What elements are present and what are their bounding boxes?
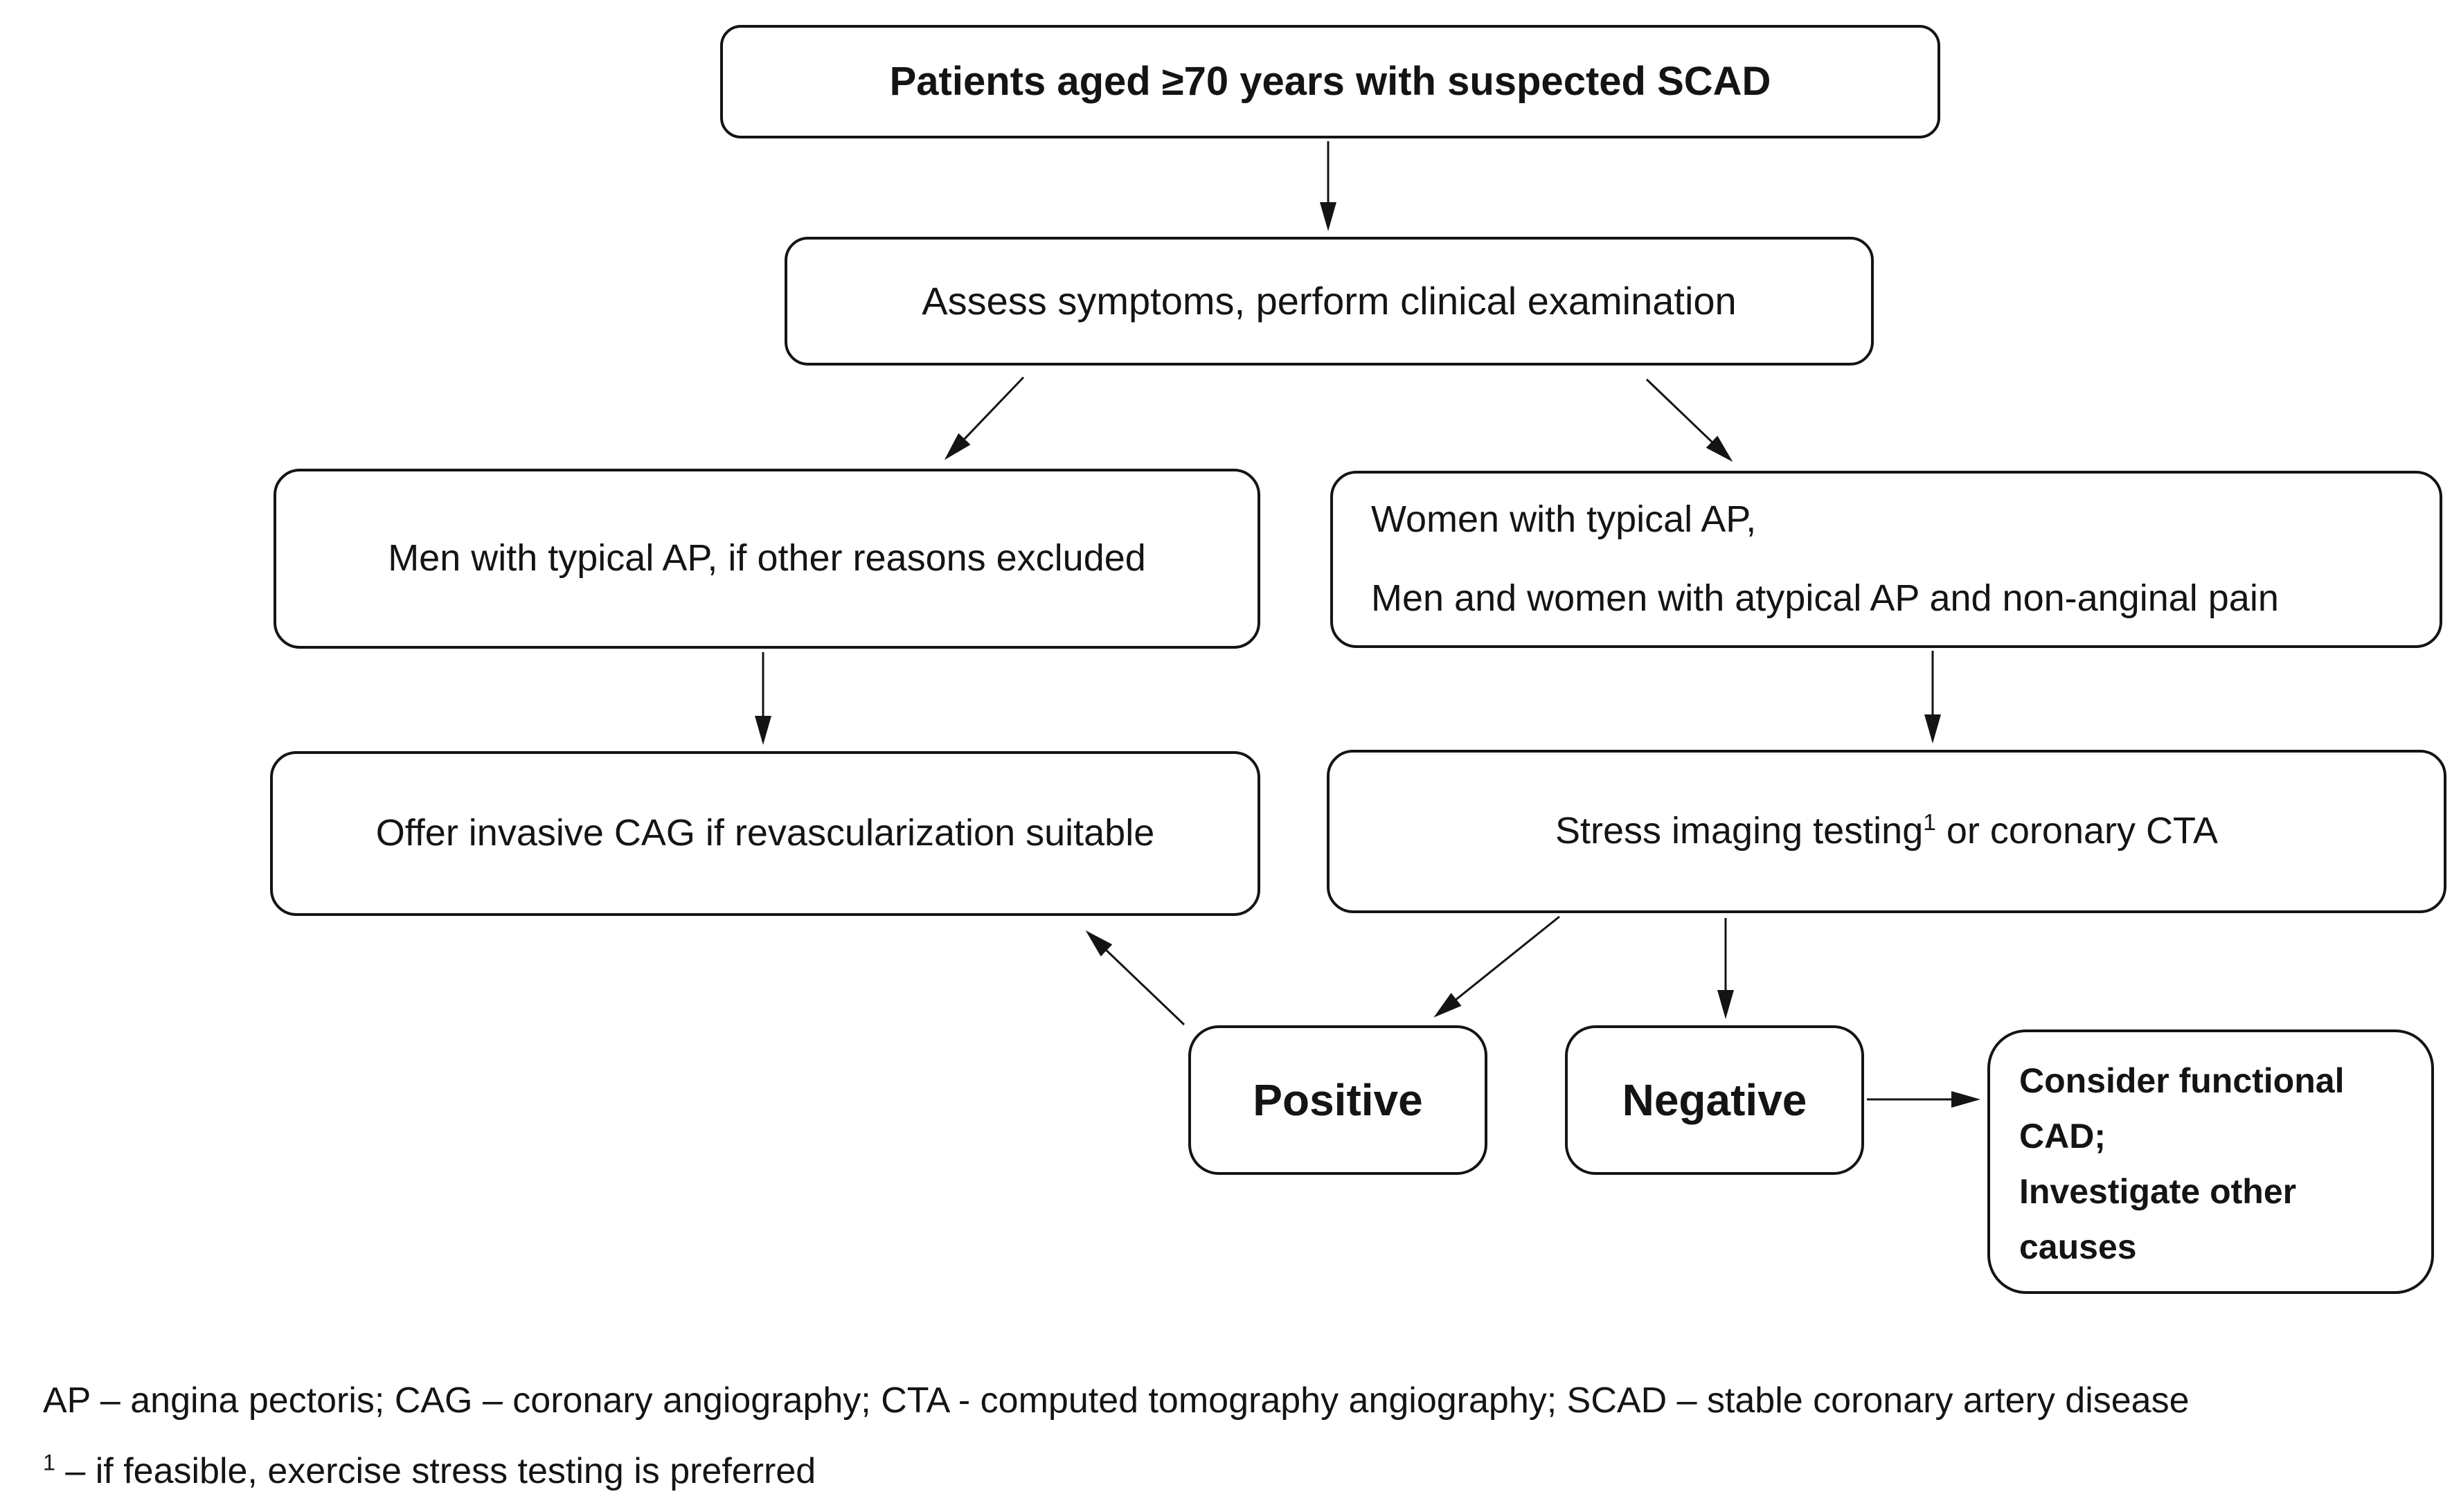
stress-footnote-marker: 1: [1923, 810, 1936, 836]
node-patients-suspected-scad: Patients aged ≥70 years with suspected S…: [720, 25, 1940, 138]
node-men-typical-ap: Men with typical AP, if other reasons ex…: [274, 469, 1260, 649]
footnote-marker-1: 1: [43, 1450, 55, 1475]
node-women-line2: Men and women with atypical AP and non-a…: [1371, 577, 2279, 620]
node-assess-label: Assess symptoms, perform clinical examin…: [922, 279, 1737, 323]
node-negative-result: Negative: [1565, 1025, 1864, 1175]
node-positive-result: Positive: [1188, 1025, 1487, 1175]
node-negative-label: Negative: [1622, 1075, 1807, 1125]
node-patients-label: Patients aged ≥70 years with suspected S…: [889, 58, 1771, 104]
node-men-label: Men with typical AP, if other reasons ex…: [388, 537, 1146, 579]
node-stress-label: Stress imaging testing1 or coronary CTA: [1555, 810, 2218, 852]
node-women-atypical-ap: Women with typical AP, Men and women wit…: [1330, 471, 2442, 648]
node-offer-invasive-cag: Offer invasive CAG if revascularization …: [270, 751, 1260, 916]
footnote-exercise-stress: 1 – if feasible, exercise stress testing…: [43, 1450, 816, 1491]
node-stress-imaging: Stress imaging testing1 or coronary CTA: [1327, 750, 2446, 913]
node-women-line1: Women with typical AP,: [1371, 498, 1757, 541]
node-positive-label: Positive: [1253, 1075, 1423, 1125]
arrow-assess-to-men: [944, 376, 1025, 460]
arrow-positive-to-offer: [1085, 930, 1185, 1026]
footnote-abbreviations: AP – angina pectoris; CAG – coronary ang…: [43, 1380, 2190, 1421]
arrow-stress-to-positive: [1433, 915, 1560, 1018]
node-consider-line1: Consider functional CAD;: [2019, 1061, 2345, 1155]
node-consider-line2: Investigate other causes: [2019, 1172, 2297, 1266]
node-offer-label: Offer invasive CAG if revascularization …: [375, 812, 1155, 854]
arrow-assess-to-women: [1645, 378, 1733, 462]
node-consider-functional-cad: Consider functional CAD; Investigate oth…: [1987, 1029, 2434, 1294]
node-assess-symptoms: Assess symptoms, perform clinical examin…: [785, 237, 1874, 366]
